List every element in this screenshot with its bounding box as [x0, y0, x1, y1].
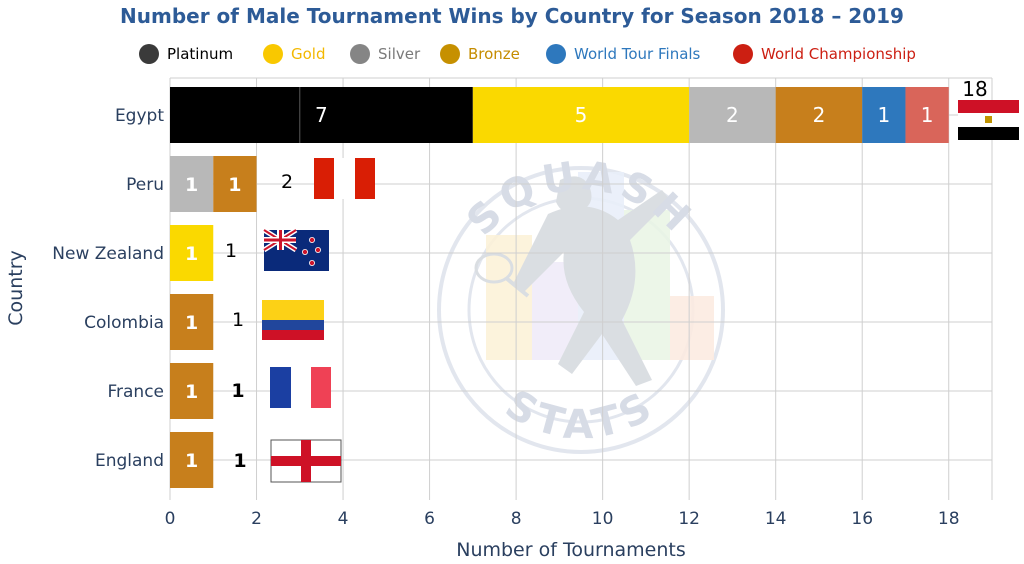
bar-segment [170, 432, 214, 488]
legend-label: Platinum [167, 45, 234, 63]
x-tick-label: 14 [765, 509, 787, 529]
flags [262, 100, 1019, 483]
legend-swatch [546, 44, 566, 64]
bar-segment [472, 87, 690, 143]
bar-value-label: 2 [813, 103, 826, 127]
new-zealand-flag [262, 227, 329, 271]
bar-value-label: 1 [921, 103, 934, 127]
x-tick-label: 18 [938, 509, 960, 529]
x-axis-title: Number of Tournaments [456, 539, 686, 561]
bar-value-label: 1 [185, 174, 198, 196]
bar-segment [170, 87, 473, 143]
legend-item: World Tour Finals [546, 40, 700, 68]
watermark-bar [624, 210, 670, 360]
bar-segment [689, 87, 776, 143]
x-tick-label: 12 [678, 509, 700, 529]
peru-flag [314, 158, 375, 199]
colombia-flag [262, 300, 324, 340]
x-tick-label: 10 [592, 509, 614, 529]
total-label: 1 [233, 450, 246, 472]
watermark-bar [486, 235, 532, 360]
legend-item: Gold [263, 40, 326, 68]
bar-value-label: 7 [315, 103, 328, 127]
x-tick-label: 2 [251, 509, 262, 529]
x-tick-label: 4 [338, 509, 349, 529]
player-silhouette-head [556, 176, 592, 213]
legend-label: World Championship [761, 45, 916, 63]
y-tick-label: Colombia [84, 313, 164, 333]
england-flag [270, 439, 342, 483]
egypt-flag [958, 100, 1019, 140]
watermark-bar [670, 296, 714, 360]
bar-segment [213, 156, 257, 212]
bar-value-label: 1 [185, 381, 198, 403]
legend-swatch [733, 44, 753, 64]
racket-icon [474, 252, 514, 284]
legend: Platinum Gold Silver Bronze World Tour Final… [0, 40, 1024, 68]
player-silhouette-body [514, 190, 670, 386]
bar-segment [170, 225, 214, 281]
bar-value-label: 5 [575, 103, 588, 127]
watermark-ring [437, 166, 725, 454]
legend-swatch [350, 44, 370, 64]
total-label: 1 [225, 240, 237, 262]
chart-title: Number of Male Tournament Wins by Countr… [120, 4, 904, 28]
bar-segment [775, 87, 863, 143]
legend-swatch [139, 44, 159, 64]
totals: 18 2 1 1 1 1 [225, 77, 988, 472]
legend-label: Silver [378, 45, 421, 63]
bar-segment [170, 294, 214, 350]
y-tick-labels: Egypt Peru New Zealand Colombia France Englan… [52, 106, 164, 471]
legend-item: World Championship [733, 40, 916, 68]
bar-value-label: 1 [877, 103, 890, 127]
bar-value-label: 1 [185, 312, 198, 334]
racket-handle [504, 276, 530, 298]
bar-value-label: 1 [228, 174, 241, 196]
total-label: 1 [231, 380, 244, 402]
bar-segment [170, 156, 214, 212]
bar-segment [905, 87, 949, 143]
watermark-inner-ring [467, 196, 695, 424]
x-tick-label: 0 [165, 509, 176, 529]
legend-label: World Tour Finals [574, 45, 701, 63]
legend-swatch [263, 44, 283, 64]
x-tick-label: 16 [851, 509, 873, 529]
legend-swatch [440, 44, 460, 64]
bar-segment [170, 363, 214, 419]
x-tick-label: 6 [424, 509, 435, 529]
bar-value-label: 2 [726, 103, 739, 127]
watermark-bar [532, 262, 578, 360]
y-tick-label: New Zealand [52, 244, 164, 264]
total-label: 2 [281, 171, 293, 193]
y-tick-label: Peru [126, 175, 164, 195]
x-tick-label: 8 [511, 509, 522, 529]
bar-value-label: 1 [185, 450, 198, 472]
y-tick-label: Egypt [115, 106, 164, 126]
total-label: 1 [232, 309, 244, 331]
legend-item: Bronze [440, 40, 520, 68]
bars: 7 5 2 2 1 1 1 1 1 1 1 1 [170, 87, 949, 488]
legend-label: Bronze [468, 45, 520, 63]
y-axis-title: Country [5, 250, 27, 325]
x-tick-labels: 0 2 4 6 8 10 12 14 16 18 [165, 509, 960, 529]
legend-label: Gold [291, 45, 326, 63]
france-flag [270, 367, 331, 408]
y-tick-label: France [107, 382, 164, 402]
bar-segment [862, 87, 906, 143]
watermark-bar [578, 172, 624, 360]
legend-item: Platinum [139, 40, 233, 68]
total-label: 18 [962, 77, 987, 101]
y-tick-label: England [95, 451, 164, 471]
legend-item: Silver [350, 40, 420, 68]
bar-value-label: 1 [185, 243, 198, 265]
